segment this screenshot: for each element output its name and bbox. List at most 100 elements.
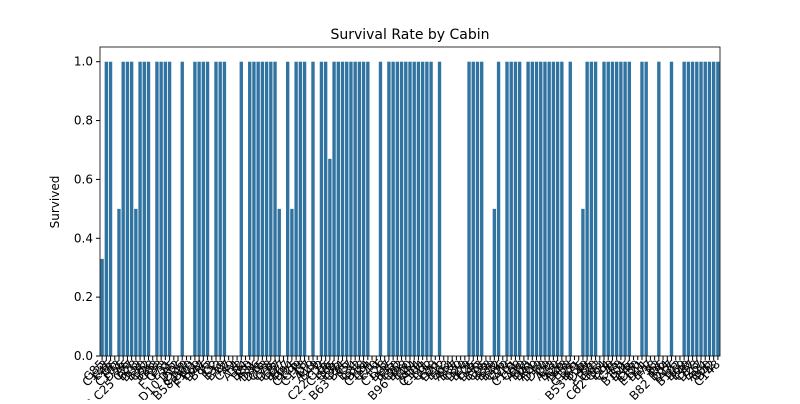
bar bbox=[142, 61, 146, 356]
bar bbox=[614, 61, 619, 356]
bar bbox=[286, 61, 290, 356]
bar bbox=[606, 61, 610, 356]
bar bbox=[593, 61, 598, 356]
bar bbox=[589, 61, 594, 356]
bar bbox=[345, 61, 349, 356]
bar bbox=[437, 61, 442, 356]
bar bbox=[416, 61, 421, 356]
bar bbox=[644, 61, 648, 356]
bar bbox=[699, 61, 703, 356]
bar bbox=[214, 61, 218, 356]
bar bbox=[640, 61, 644, 356]
bar bbox=[669, 61, 674, 356]
bar bbox=[117, 208, 121, 356]
bar bbox=[138, 61, 142, 356]
bar bbox=[568, 61, 572, 356]
bar bbox=[412, 61, 416, 356]
bar bbox=[690, 61, 695, 356]
chart-title: Survival Rate by Cabin bbox=[330, 27, 489, 43]
bar bbox=[395, 61, 400, 356]
bar bbox=[104, 61, 109, 356]
bar bbox=[496, 61, 501, 356]
bar bbox=[686, 61, 691, 356]
bar bbox=[425, 61, 429, 356]
bar bbox=[357, 61, 362, 356]
bar bbox=[711, 61, 716, 356]
bar bbox=[610, 61, 615, 356]
bar bbox=[222, 61, 227, 356]
bar bbox=[146, 61, 151, 356]
bar bbox=[319, 61, 324, 356]
bar bbox=[539, 61, 543, 356]
bar bbox=[581, 208, 585, 356]
bar bbox=[256, 61, 260, 356]
bar bbox=[657, 61, 661, 356]
bar bbox=[517, 61, 522, 356]
bar bbox=[205, 61, 210, 356]
bar bbox=[471, 61, 475, 356]
bar bbox=[129, 61, 134, 356]
bar bbox=[716, 61, 720, 356]
bar bbox=[108, 61, 113, 356]
bar bbox=[349, 61, 353, 356]
bar bbox=[328, 158, 332, 356]
y-tick-label: 0.8 bbox=[74, 114, 93, 128]
bar bbox=[294, 61, 298, 356]
bar bbox=[269, 61, 273, 356]
bar bbox=[551, 61, 556, 356]
y-tick-label: 0.0 bbox=[74, 349, 93, 363]
bar bbox=[543, 61, 547, 356]
bar bbox=[159, 61, 163, 356]
bar bbox=[252, 61, 256, 356]
bar bbox=[420, 61, 425, 356]
bar bbox=[193, 61, 197, 356]
bar bbox=[547, 61, 551, 356]
bar bbox=[290, 208, 294, 356]
bar bbox=[399, 61, 404, 356]
bar bbox=[429, 61, 433, 356]
bar bbox=[366, 61, 370, 356]
bar bbox=[277, 208, 281, 356]
bar bbox=[273, 61, 277, 356]
bar bbox=[336, 61, 340, 356]
bar bbox=[703, 61, 707, 356]
bar bbox=[695, 61, 699, 356]
bar bbox=[682, 61, 686, 356]
bar bbox=[311, 61, 315, 356]
bar bbox=[100, 258, 104, 356]
y-axis-label: Survived bbox=[48, 176, 62, 229]
bar bbox=[180, 61, 184, 356]
bar bbox=[353, 61, 357, 356]
bar bbox=[387, 61, 391, 356]
bar bbox=[619, 61, 623, 356]
bar bbox=[125, 61, 130, 356]
bar bbox=[530, 61, 534, 356]
bar bbox=[134, 208, 138, 356]
bar bbox=[505, 61, 509, 356]
bar bbox=[201, 61, 206, 356]
bar bbox=[248, 61, 252, 356]
bar bbox=[239, 61, 243, 356]
bar bbox=[302, 61, 307, 356]
bar bbox=[391, 61, 395, 356]
bar bbox=[218, 61, 222, 356]
bar bbox=[264, 61, 269, 356]
bar bbox=[560, 61, 564, 356]
bar bbox=[623, 61, 627, 356]
y-tick-label: 0.6 bbox=[74, 172, 93, 186]
bar bbox=[467, 61, 471, 356]
bar bbox=[627, 61, 632, 356]
y-tick-label: 0.2 bbox=[74, 290, 93, 304]
plot-frame bbox=[99, 46, 721, 357]
bar bbox=[378, 61, 383, 356]
bar bbox=[492, 208, 497, 356]
bar bbox=[167, 61, 172, 356]
bar bbox=[475, 61, 480, 356]
y-tick-label: 0.4 bbox=[74, 231, 93, 245]
bar bbox=[361, 61, 366, 356]
bar bbox=[260, 61, 265, 356]
bar bbox=[526, 61, 530, 356]
bar bbox=[509, 61, 513, 356]
bar bbox=[163, 61, 168, 356]
